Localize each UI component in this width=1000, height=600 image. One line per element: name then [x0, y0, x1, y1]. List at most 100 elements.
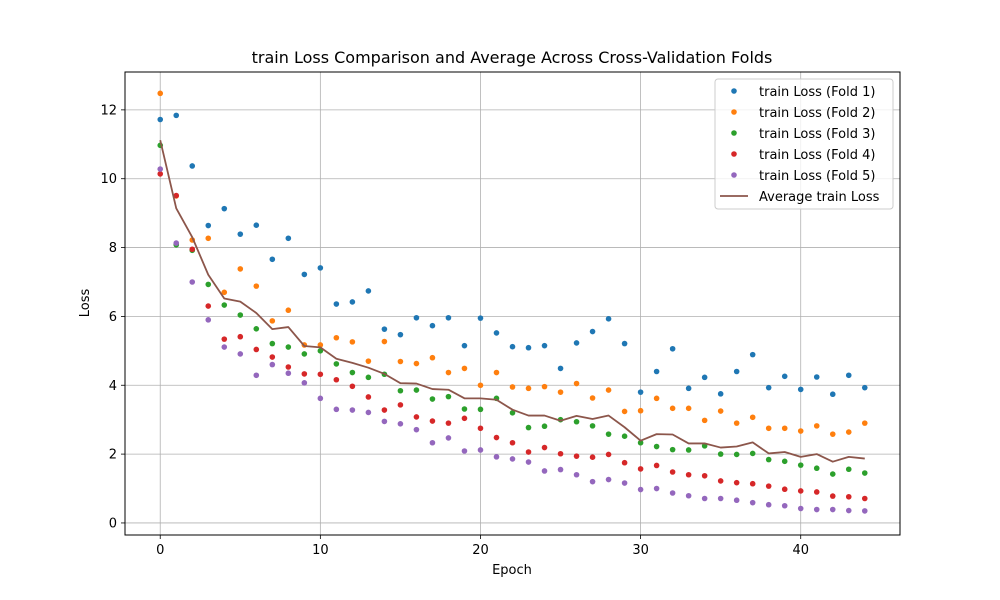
legend-label: train Loss (Fold 5) [759, 169, 875, 184]
fold-1-point [669, 345, 676, 352]
fold-4-point [669, 469, 676, 475]
fold-1-point [237, 231, 244, 237]
fold-1-point [701, 374, 708, 381]
legend-label: train Loss (Fold 1) [759, 85, 875, 100]
fold-1-point [205, 222, 212, 229]
fold-4-point [797, 488, 804, 494]
fold-1-point [589, 328, 596, 335]
fold-5-point [317, 395, 324, 402]
fold-3-point [397, 387, 404, 394]
fold-3-point [765, 456, 772, 463]
fold-1-point [573, 340, 580, 346]
fold-2-point [589, 395, 596, 401]
fold-5-point [669, 490, 676, 496]
fold-2-point [349, 339, 356, 345]
fold-4-point [397, 402, 404, 408]
fold-4-point [285, 364, 292, 370]
fold-4-point [717, 478, 724, 484]
fold-3-point [205, 281, 212, 288]
fold-3-point [525, 424, 532, 431]
fold-1-point [557, 365, 564, 372]
fold-4-point [557, 450, 564, 457]
fold-3-point [221, 302, 228, 308]
fold-3-point [829, 471, 836, 477]
fold-3-point [541, 423, 548, 430]
fold-4-point [733, 479, 740, 486]
fold-2-point [237, 266, 244, 272]
fold-2-point [477, 382, 484, 389]
fold-4-point [573, 453, 580, 459]
fold-5-point [413, 426, 420, 433]
fold-2-point [397, 358, 404, 365]
fold-5-point [829, 506, 836, 513]
fold-5-point [461, 448, 468, 454]
fold-4-point [589, 454, 596, 461]
fold-1-point [429, 322, 436, 329]
fold-1-point [749, 351, 756, 358]
fold-3-point [717, 451, 724, 457]
fold-3-point [253, 326, 260, 332]
fold-5-point [285, 370, 292, 377]
fold-1-point [525, 344, 532, 351]
fold-2-point [205, 235, 212, 242]
fold-5-point [605, 476, 612, 483]
fold-2-point [413, 360, 420, 367]
fold-1-point [733, 368, 740, 375]
fold-5-point [717, 495, 724, 502]
fold-5-point [365, 409, 372, 416]
fold-3-point [749, 450, 756, 457]
fold-1-point [813, 374, 820, 380]
fold-1-point [269, 256, 276, 263]
fold-4-point [173, 192, 180, 199]
fold-4-point [685, 471, 692, 478]
fold-1-point [285, 235, 292, 242]
fold-4-point [509, 439, 516, 446]
x-tick-label: 10 [312, 543, 329, 558]
fold-4-point [461, 415, 468, 422]
fold-3-point [621, 433, 628, 440]
x-tick-label: 40 [792, 543, 809, 558]
fold-2-point [221, 289, 228, 296]
y-tick-label: 0 [109, 516, 117, 531]
fold-5-point [749, 499, 756, 506]
fold-2-point [765, 425, 772, 432]
y-axis-label: Loss [78, 289, 93, 318]
fold-3-point [861, 470, 868, 476]
fold-5-point [621, 480, 628, 486]
fold-1-point [797, 386, 804, 393]
legend-box [714, 78, 894, 210]
fold-5-point [541, 468, 548, 474]
legend-label: train Loss (Fold 4) [759, 148, 875, 163]
fold-2-point [669, 405, 676, 412]
axis-ticks: 0 10 20 30 40 0 2 4 6 8 10 12 [100, 103, 809, 558]
fold-3-point [813, 465, 820, 472]
fold-1-point [365, 288, 372, 294]
legend: train Loss (Fold 1) train Loss (Fold 2) tr… [714, 78, 894, 210]
fold-5-point [733, 497, 740, 504]
fold-5-point [557, 466, 564, 473]
legend-label: train Loss (Fold 3) [759, 127, 875, 142]
plot-marks [157, 90, 868, 514]
fold-4-point [653, 462, 660, 469]
x-tick-label: 20 [472, 543, 489, 558]
fold-3-point [477, 406, 484, 413]
fold-3-point [797, 462, 804, 468]
legend-label: train Loss (Fold 2) [759, 106, 875, 121]
fold-5-point [205, 317, 212, 323]
fold-1-point [317, 265, 324, 271]
fold-4-point [429, 418, 436, 424]
fold-1-point [541, 342, 548, 349]
fold-1-point [157, 116, 164, 123]
fold-1-point [253, 222, 260, 228]
fold-4-point [861, 495, 868, 502]
fold-5-point [397, 421, 404, 427]
fold-2-point [829, 431, 836, 437]
fold-5-point [813, 506, 820, 513]
fold-4-point [477, 425, 484, 432]
fold-4-point [541, 444, 548, 451]
fold-5-point [301, 380, 308, 386]
fold-4-point [493, 434, 500, 441]
fold-1-point [349, 299, 356, 305]
fold-2-point [269, 318, 276, 324]
